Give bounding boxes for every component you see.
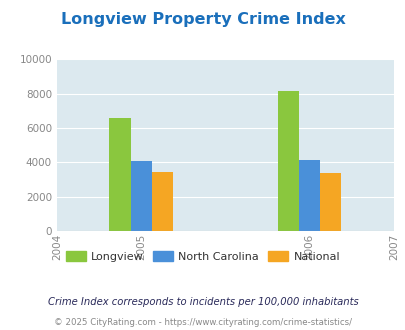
Text: © 2025 CityRating.com - https://www.cityrating.com/crime-statistics/: © 2025 CityRating.com - https://www.city… [54,318,351,327]
Text: Crime Index corresponds to incidents per 100,000 inhabitants: Crime Index corresponds to incidents per… [47,297,358,307]
Bar [130,161,151,231]
Bar [109,118,130,231]
Bar [151,172,172,231]
Bar [319,173,340,231]
Bar [298,160,319,231]
Text: Longview Property Crime Index: Longview Property Crime Index [60,12,345,26]
Legend: Longview, North Carolina, National: Longview, North Carolina, National [61,247,344,267]
Bar [277,91,298,231]
